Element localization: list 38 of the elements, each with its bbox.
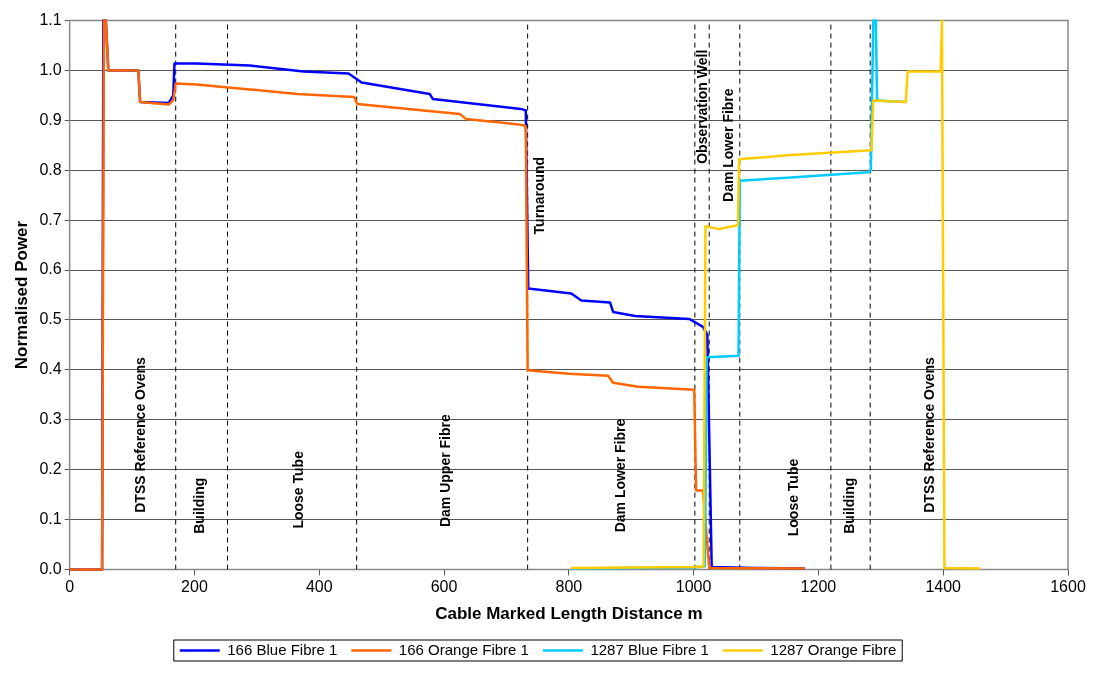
annotation: Dam Lower Fibre xyxy=(720,88,737,202)
y-tick-label: 0.1 xyxy=(39,509,62,527)
y-tick-label: 0.2 xyxy=(39,460,62,478)
x-tick-label: 0 xyxy=(65,578,75,596)
y-tick-label: 1.0 xyxy=(39,60,62,78)
y-tick-label: 0.6 xyxy=(39,260,62,278)
annotation: DTSS Reference Ovens xyxy=(921,356,938,513)
annotation: Loose Tube xyxy=(785,458,802,537)
annotation: Loose Tube xyxy=(290,450,307,529)
y-tick-label: 1.1 xyxy=(39,11,62,29)
legend-label: 166 Blue Fibre 1 xyxy=(227,640,338,658)
x-axis-title: Cable Marked Length Distance m xyxy=(435,604,703,624)
y-tick-label: 0.3 xyxy=(39,410,62,428)
y-tick-label: 0.7 xyxy=(39,210,62,228)
annotation: Building xyxy=(841,477,858,534)
y-tick-label: 0.4 xyxy=(39,360,62,378)
x-tick-label: 400 xyxy=(305,578,333,596)
y-axis-title: Normalised Power xyxy=(11,220,31,370)
y-tick-label: 0.9 xyxy=(39,110,62,128)
y-tick-label: 0.5 xyxy=(39,310,62,328)
x-tick-label: 1200 xyxy=(800,578,837,596)
y-tick-label: 0.0 xyxy=(39,559,62,577)
annotation: DTSS Reference Ovens xyxy=(132,356,149,513)
annotation: Dam Upper Fibre xyxy=(436,414,453,528)
annotation: Turnaround xyxy=(530,156,547,235)
x-tick-label: 800 xyxy=(555,578,583,596)
annotation: Building xyxy=(191,477,208,534)
y-tick-label: 0.8 xyxy=(39,160,62,178)
x-tick-label: 1000 xyxy=(675,578,712,596)
x-tick-label: 600 xyxy=(430,578,458,596)
annotation: Observation Well xyxy=(694,49,711,164)
legend-label: 1287 Blue Fibre 1 xyxy=(590,640,709,658)
annotation: Dam Lower Fibre xyxy=(611,418,628,533)
x-tick-label: 1400 xyxy=(925,578,962,596)
legend-label: 1287 Orange Fibre xyxy=(770,640,897,658)
x-tick-label: 200 xyxy=(181,578,208,596)
legend-label: 166 Orange Fibre 1 xyxy=(398,640,529,658)
x-tick-label: 1600 xyxy=(1050,578,1086,596)
